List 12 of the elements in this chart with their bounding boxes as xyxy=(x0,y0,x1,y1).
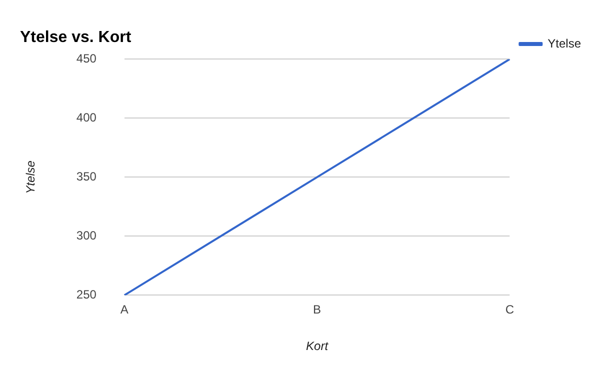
y-tick-label: 450 xyxy=(76,52,97,66)
y-tick-label: 350 xyxy=(76,170,97,184)
y-tick-label: 300 xyxy=(76,228,97,243)
chart-title: Ytelse vs. Kort xyxy=(20,29,132,46)
y-tick-label: 250 xyxy=(76,288,97,302)
legend-label: Ytelse xyxy=(548,36,582,50)
x-tick-label: A xyxy=(120,302,128,317)
y-tick-label: 400 xyxy=(76,110,97,125)
x-axis-title: Kort xyxy=(306,339,329,354)
x-tick-label: C xyxy=(505,302,514,317)
x-tick-label: B xyxy=(313,302,322,317)
y-axis-title: Ytelse xyxy=(24,160,38,194)
